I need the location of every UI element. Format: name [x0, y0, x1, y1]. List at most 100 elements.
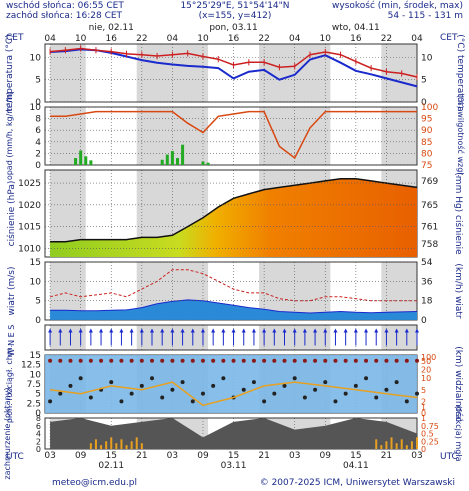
- cloudbase-tick-left: 10: [30, 370, 42, 380]
- cloud-top-dot: [119, 358, 124, 363]
- cloud-top-dot: [333, 358, 338, 363]
- top-hour-label: 10: [320, 34, 332, 44]
- wind-arrow-head: [415, 328, 419, 333]
- cloud-base-dot: [251, 380, 256, 385]
- bottom-hour-label: 15: [228, 451, 239, 461]
- visibility-line: [50, 381, 418, 407]
- cloud-base-dot: [200, 391, 205, 396]
- pressure-line: [50, 177, 418, 243]
- wind-arrow-head: [333, 328, 338, 333]
- precip-tick-left: 0: [35, 161, 41, 171]
- pressure-ylabel-left: ciśnienie (hPa): [6, 181, 17, 247]
- cloud-top-dot: [211, 358, 216, 363]
- timezone-bottom-left: UTC: [6, 452, 24, 462]
- wind-arrow-head: [88, 328, 93, 333]
- temp-tick-right: 10: [421, 53, 433, 63]
- cloud-top-dot: [160, 358, 165, 363]
- cloud-base-dot: [353, 383, 358, 388]
- wind-tick-right: 18: [421, 297, 433, 307]
- panel-1: [44, 106, 418, 166]
- bottom-hour-label: 15: [106, 451, 117, 461]
- cloud-base-dot: [109, 380, 114, 385]
- wind-arrow-head: [272, 328, 277, 333]
- temp-tick-left: 10: [30, 53, 42, 63]
- humidity-tick-right: 75: [421, 161, 432, 171]
- cloud-tick-left: 6: [36, 422, 41, 431]
- cloud-top-dot: [48, 358, 53, 363]
- wind-arrow-head: [200, 328, 205, 333]
- top-day-label: wto, 04.11: [332, 23, 380, 33]
- cloud-base-dot: [343, 391, 348, 396]
- cloud-top-dot: [374, 358, 379, 363]
- wind-arrow-head: [353, 328, 358, 333]
- bottom-day-label: 04.11: [343, 461, 369, 471]
- elevation-label: wysokość (min, środek, max): [332, 1, 463, 11]
- cloud-top-dot: [343, 358, 348, 363]
- cloudbase-tick-left: 0: [35, 409, 41, 419]
- fog-ylabel-right: (frakcja) mgła: [454, 406, 463, 462]
- precip-bar: [181, 144, 185, 165]
- precip-bar: [160, 159, 164, 165]
- humidity-tick-right: 90: [421, 126, 433, 136]
- wind-arrow-head: [170, 328, 175, 333]
- cloud-top-dot: [384, 358, 389, 363]
- visibility-background: [45, 355, 417, 413]
- cloud-top-dot: [68, 358, 73, 363]
- wind-arrow-head: [231, 328, 236, 333]
- fog-bar: [400, 439, 403, 449]
- cloud-base-dot: [129, 391, 134, 396]
- fog-bar: [395, 443, 398, 449]
- fog-bar: [385, 441, 388, 449]
- wind-arrow-head: [374, 328, 379, 333]
- cloudbase-tick-left: 12.5: [21, 361, 41, 371]
- cloud-top-dot: [313, 358, 318, 363]
- wind-arrow-head: [282, 328, 287, 333]
- cloudbase-ylabel-left: pion. rozciągł. chm.: [5, 345, 14, 423]
- humidity-tick-right: 80: [421, 149, 433, 159]
- cloud-top-dot: [262, 358, 267, 363]
- temp-ylabel-left: temperatura (°C): [5, 34, 15, 111]
- cloud-top-dot: [364, 358, 369, 363]
- top-day-label: pon, 03.11: [209, 23, 257, 33]
- wind-arrow-head: [343, 328, 348, 333]
- cloud-top-dot: [88, 358, 93, 363]
- panel-background: [45, 325, 417, 350]
- fog-bar: [405, 445, 408, 449]
- top-hour-label: 16: [228, 34, 240, 44]
- footer-copyright: © 2007-2025 ICM, Uniwersytet Warszawski: [259, 478, 455, 488]
- cloud-base-dot: [150, 376, 155, 381]
- bottom-day-label: 03.11: [221, 461, 247, 471]
- temp-tick-left: 5: [35, 76, 41, 86]
- wind-arrow-head: [160, 328, 165, 333]
- top-hour-label: 16: [106, 34, 118, 44]
- fog-bar: [140, 443, 143, 449]
- wind-arrow-head: [190, 328, 195, 333]
- cloud-base-dot: [415, 391, 419, 396]
- precip-bar: [170, 151, 174, 165]
- temp-tick-left: 0: [35, 98, 41, 108]
- cloud-top-dot: [99, 358, 104, 363]
- cloud-top-dot: [404, 358, 409, 363]
- wind-arrow-head: [129, 328, 134, 333]
- footer-email[interactable]: meteo@icm.edu.pl: [52, 478, 137, 488]
- cloud-base-dot: [139, 383, 144, 388]
- fog-tick-right: 0.75: [421, 422, 439, 431]
- cloud-tick-left: 0: [36, 445, 41, 454]
- cloud-top-dot: [139, 358, 144, 363]
- cloud-top-dot: [251, 358, 256, 363]
- visibility-tick-right: 50: [421, 357, 431, 366]
- cloud-top-dot: [58, 358, 63, 363]
- cloud-ylabel-left: zachmurzenie (oktany): [3, 387, 12, 479]
- cloud-base-dot: [394, 380, 399, 385]
- cloudbase-tick-left: 15: [30, 351, 41, 361]
- cloud-top-dot: [415, 358, 419, 363]
- fog-bar: [130, 441, 133, 449]
- fog-tick-right: 0.5: [421, 430, 434, 439]
- cloud-top-dot: [302, 358, 307, 363]
- wind-arrow-head: [394, 328, 399, 333]
- wind-arrow-head: [211, 328, 216, 333]
- fog-bar: [115, 443, 118, 449]
- bottom-hour-label: 03: [44, 451, 55, 461]
- humidity-ylabel-right: (%) wilgotność wzgl.: [456, 95, 466, 177]
- bottom-hour-label: 21: [136, 451, 147, 461]
